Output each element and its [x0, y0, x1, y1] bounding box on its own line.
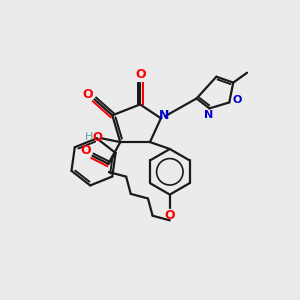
Text: H: H [84, 132, 93, 142]
Text: N: N [159, 109, 169, 122]
Text: O: O [164, 209, 175, 222]
Text: N: N [204, 110, 213, 120]
Text: O: O [136, 68, 146, 81]
Text: O: O [232, 95, 242, 106]
Text: O: O [82, 88, 93, 101]
Text: O: O [92, 130, 103, 144]
Text: O: O [80, 145, 91, 158]
